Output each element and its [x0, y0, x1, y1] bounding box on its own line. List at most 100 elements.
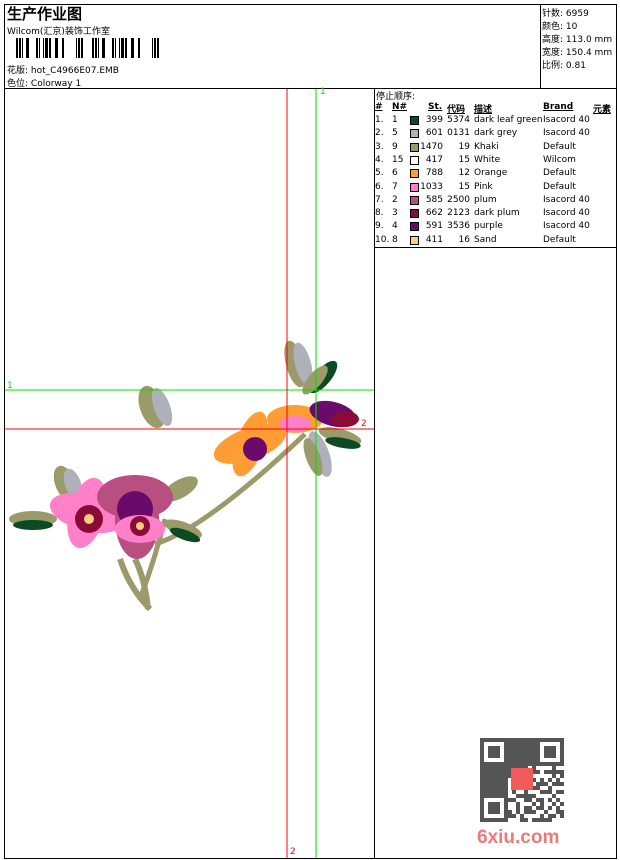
thread-description: Pink: [474, 181, 493, 192]
color-swatch: [410, 235, 419, 245]
row-index: 8.: [375, 208, 384, 219]
needle-number: 4: [392, 221, 398, 232]
design-value: hot_C4966E07.EMB: [30, 66, 119, 76]
row-index: 10.: [375, 234, 390, 245]
info-value: 113.0 mm: [565, 35, 613, 45]
color-swatch: [410, 209, 419, 219]
green-guide-label-top: 1: [320, 87, 326, 97]
needle-number: 8: [392, 234, 398, 245]
stitch-count: 662: [425, 208, 443, 219]
thread-brand: Isacord 40: [543, 194, 590, 205]
info-value: 150.4 mm: [565, 48, 613, 58]
thread-code: 2123: [447, 208, 470, 219]
row-index: 3.: [375, 141, 384, 152]
needle-number: 9: [392, 141, 398, 152]
company-name: Wilcom(汇京)装饰工作室: [7, 27, 110, 37]
purple-flower-right: [309, 400, 359, 428]
stop-sequence-title: 停止顺序:: [376, 92, 416, 102]
thread-brand: Default: [543, 168, 576, 179]
column-header: 元素: [593, 105, 612, 115]
thread-code: 2500: [447, 194, 470, 205]
column-header: 描述: [474, 105, 493, 115]
thread-code: 15: [458, 154, 470, 165]
stitch-count: 585: [425, 194, 443, 205]
embroidery-design: [9, 340, 362, 612]
info-row: 针数: 6959: [542, 6, 589, 19]
color-swatch: [410, 169, 419, 179]
info-label: 颜色:: [542, 22, 564, 32]
colorway: 色位: Colorway 1: [7, 76, 81, 89]
stitch-count: 591: [425, 221, 443, 232]
info-value: 10: [565, 22, 578, 32]
needle-number: 6: [392, 168, 398, 179]
info-row: 颜色: 10: [542, 19, 577, 32]
row-index: 9.: [375, 221, 384, 232]
header-divider: [4, 88, 617, 89]
row-index: 2.: [375, 128, 384, 139]
thread-brand: Default: [543, 234, 576, 245]
thread-description: Khaki: [474, 141, 499, 152]
stitch-count: 1470: [420, 141, 443, 152]
info-label: 比例:: [542, 61, 564, 71]
info-value: 0.81: [565, 61, 586, 71]
stitch-count: 1033: [420, 181, 443, 192]
thread-description: dark plum: [474, 208, 520, 219]
qr-code: [480, 738, 564, 822]
outer-frame: [4, 4, 617, 859]
thread-code: 19: [458, 141, 470, 152]
thread-brand: Isacord 40: [543, 221, 590, 232]
green-guide-label-left: 1: [7, 381, 13, 391]
page-title: 生产作业图: [7, 5, 83, 23]
colorway-label: 色位:: [7, 79, 29, 89]
thread-description: White: [474, 154, 501, 165]
thread-description: Orange: [474, 168, 508, 179]
info-label: 宽度:: [542, 48, 564, 58]
row-index: 5.: [375, 168, 384, 179]
color-swatch: [410, 129, 419, 139]
thread-description: Sand: [474, 234, 497, 245]
color-swatch: [410, 222, 419, 232]
stitch-count: 417: [425, 154, 443, 165]
color-swatch: [410, 182, 419, 192]
column-header: #: [375, 102, 383, 112]
color-swatch: [410, 195, 419, 205]
info-value: 6959: [565, 9, 589, 19]
design-name: 花版: hot_C4966E07.EMB: [7, 63, 119, 76]
table-divider: [374, 247, 617, 248]
thread-brand: Isacord 40: [543, 208, 590, 219]
column-header: St.: [428, 102, 443, 112]
row-index: 1.: [375, 115, 384, 125]
needle-number: 1: [392, 115, 398, 125]
thread-brand: Isacord 40: [543, 128, 590, 139]
thread-code: 3536: [447, 221, 470, 232]
info-row: 宽度: 150.4 mm: [542, 45, 612, 58]
guide-lines: [5, 89, 374, 858]
thread-code: 15: [458, 181, 470, 192]
embroidery-preview: [5, 89, 374, 858]
thread-code: 16: [458, 234, 470, 245]
thread-description: plum: [474, 194, 497, 205]
panel-divider: [374, 88, 375, 859]
stitch-count: 399: [425, 115, 443, 125]
thread-description: dark grey: [474, 128, 518, 139]
red-guide-label-bottom: 2: [290, 847, 296, 857]
row-index: 4.: [375, 154, 384, 165]
design-label: 花版:: [7, 66, 29, 76]
barcode: [16, 38, 159, 58]
stitch-count: 601: [425, 128, 443, 139]
thread-brand: Wilcom: [543, 154, 576, 165]
thread-code: 0131: [447, 128, 470, 139]
info-divider: [540, 4, 541, 88]
stitch-count: 411: [425, 234, 443, 245]
info-label: 高度:: [542, 35, 564, 45]
red-guide-label-right: 2: [361, 419, 367, 429]
column-header: N#: [392, 102, 408, 112]
needle-number: 3: [392, 208, 398, 219]
row-index: 6.: [375, 181, 384, 192]
color-swatch: [410, 116, 419, 125]
plum-flower-center: [97, 475, 173, 559]
info-label: 针数:: [542, 9, 564, 19]
column-header: Brand: [543, 102, 574, 112]
thread-description: dark leaf green: [474, 115, 543, 125]
